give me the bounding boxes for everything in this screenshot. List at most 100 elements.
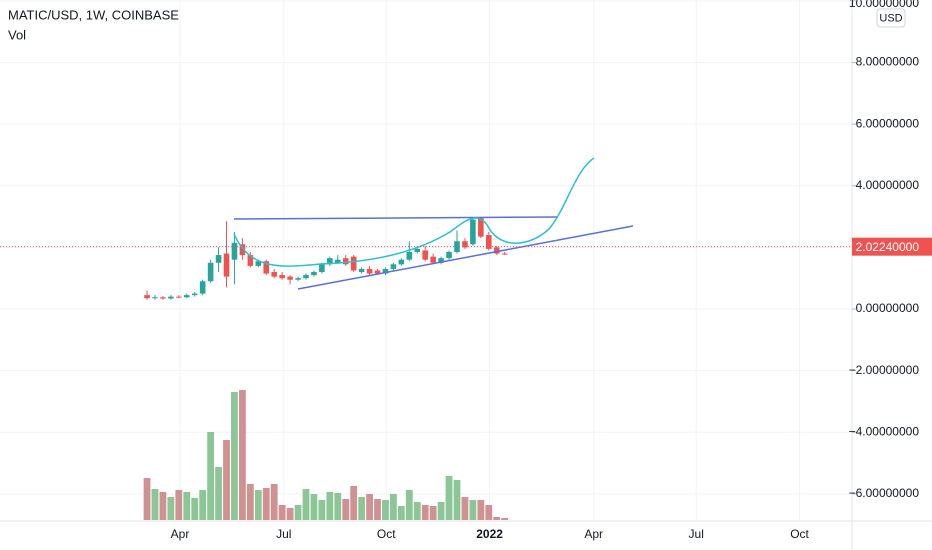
candle-body bbox=[303, 275, 309, 279]
volume-bar bbox=[191, 498, 199, 520]
x-tick-label: 2022 bbox=[476, 527, 503, 541]
volume-bar bbox=[453, 480, 461, 520]
volume-bar bbox=[294, 505, 302, 520]
candle-body bbox=[366, 268, 373, 274]
last-price-label: 2.02240000 bbox=[856, 240, 920, 254]
candle-body bbox=[478, 218, 484, 237]
candle-body bbox=[168, 296, 174, 299]
candle-body bbox=[446, 251, 452, 259]
volume-bar bbox=[397, 506, 405, 520]
candle-body bbox=[493, 247, 500, 254]
candle-body bbox=[438, 258, 444, 263]
volume-bar bbox=[254, 490, 262, 520]
candle-body bbox=[231, 242, 238, 260]
volume-bar bbox=[445, 476, 453, 520]
volume-bar bbox=[469, 500, 477, 520]
last-price-badge bbox=[852, 237, 932, 256]
volume-bar bbox=[215, 467, 222, 520]
volume-bar bbox=[239, 390, 246, 520]
candle-body bbox=[255, 261, 262, 266]
volume-pane bbox=[143, 390, 509, 520]
candle-body bbox=[207, 262, 214, 282]
candle-body bbox=[279, 275, 285, 279]
candle-body bbox=[414, 248, 421, 252]
volume-bar bbox=[405, 490, 413, 520]
volume-bar bbox=[421, 505, 429, 520]
volume-label: Vol bbox=[8, 27, 26, 42]
volume-bar bbox=[413, 502, 421, 520]
volume-bar bbox=[231, 392, 238, 520]
volume-bar bbox=[485, 505, 493, 520]
candle-body bbox=[334, 259, 341, 263]
y-tick-label: −2.00000000 bbox=[849, 363, 920, 377]
candle-body bbox=[311, 272, 317, 276]
volume-bar bbox=[429, 506, 437, 520]
x-tick-label: Apr bbox=[584, 527, 603, 541]
candle-body bbox=[501, 253, 508, 255]
x-tick-label: Oct bbox=[377, 527, 396, 541]
candle-body bbox=[470, 219, 476, 245]
candle-body bbox=[485, 235, 492, 249]
candle-body bbox=[430, 256, 436, 263]
y-tick-label: 8.00000000 bbox=[856, 55, 920, 69]
volume-bar bbox=[318, 500, 326, 520]
candle-body bbox=[199, 281, 206, 294]
volume-bar bbox=[342, 499, 350, 520]
volume-bar bbox=[286, 508, 294, 520]
volume-bar bbox=[143, 478, 151, 520]
candles bbox=[144, 218, 508, 300]
volume-bar bbox=[199, 490, 207, 520]
volume-bar bbox=[350, 486, 358, 520]
candle-body bbox=[374, 270, 381, 274]
currency-label[interactable]: USD bbox=[879, 12, 902, 24]
candle-body bbox=[382, 268, 389, 274]
volume-bar bbox=[390, 494, 397, 520]
volume-bar bbox=[183, 492, 191, 520]
candle-body bbox=[390, 264, 397, 269]
candle-body bbox=[223, 253, 230, 277]
volume-bar bbox=[302, 489, 310, 520]
volume-bar bbox=[223, 440, 230, 520]
candle-body bbox=[462, 241, 468, 248]
candle-body bbox=[239, 244, 246, 256]
candle-body bbox=[342, 258, 349, 265]
volume-bar bbox=[374, 499, 381, 520]
candle-body bbox=[319, 264, 325, 273]
volume-bar bbox=[207, 432, 215, 520]
volume-bar bbox=[246, 484, 254, 520]
candle-body bbox=[263, 261, 270, 274]
currency-badge[interactable] bbox=[876, 8, 906, 28]
grid bbox=[0, 0, 852, 520]
volume-bar bbox=[358, 497, 366, 520]
drawings bbox=[233, 157, 634, 290]
candle-body bbox=[398, 259, 405, 265]
candle-body bbox=[295, 278, 301, 280]
volume-bar bbox=[175, 490, 183, 520]
volume-bar bbox=[151, 489, 159, 520]
volume-bar bbox=[326, 492, 334, 520]
volume-bar bbox=[366, 494, 373, 520]
volume-bar bbox=[382, 500, 389, 520]
x-tick-label: Apr bbox=[171, 527, 190, 541]
y-tick-label: 0.00000000 bbox=[856, 301, 920, 315]
volume-bar bbox=[334, 493, 342, 520]
volume-bar bbox=[262, 488, 270, 520]
candle-body bbox=[271, 272, 277, 277]
x-tick-label: Jul bbox=[276, 527, 291, 541]
candle-body bbox=[191, 293, 198, 296]
x-tick-label: Jul bbox=[689, 527, 704, 541]
volume-bar bbox=[278, 505, 286, 520]
volume-bar bbox=[310, 494, 318, 520]
y-tick-label: 6.00000000 bbox=[856, 116, 920, 130]
candle-body bbox=[422, 250, 429, 260]
x-tick-label: Oct bbox=[790, 527, 809, 541]
candle-body bbox=[176, 296, 182, 298]
candle-body bbox=[160, 297, 166, 299]
volume-bar bbox=[501, 518, 509, 520]
volume-bar bbox=[270, 484, 278, 520]
y-tick-label: −6.00000000 bbox=[849, 486, 920, 500]
candle-body bbox=[144, 295, 150, 299]
